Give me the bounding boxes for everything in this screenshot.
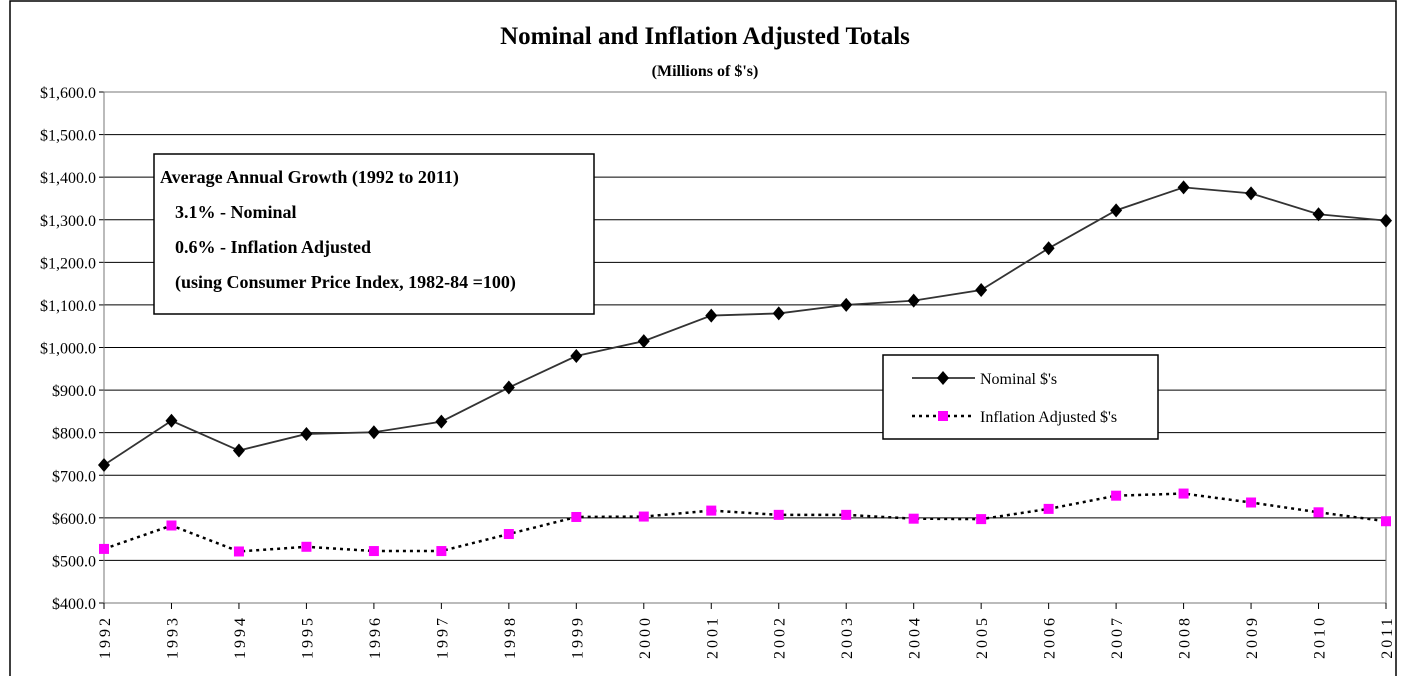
data-marker [166,520,177,531]
y-tick-label: $500.0 [52,553,96,570]
data-marker [840,297,853,312]
y-tick-label: $1,000.0 [40,341,96,358]
plot-frame [103,91,1387,604]
x-tick-label: 1999 [569,615,586,659]
data-marker [975,283,988,298]
data-marker [367,425,380,440]
data-marker [1245,186,1258,201]
y-tick-label: $1,300.0 [40,213,96,230]
data-marker [1043,503,1054,514]
x-tick-label: 1995 [299,615,316,659]
data-marker [976,514,987,525]
data-marker [907,293,920,308]
y-tick-label: $1,200.0 [40,255,96,272]
legend-box [882,354,1159,440]
data-marker [300,426,313,441]
data-marker [1042,241,1055,256]
y-tick-label: $1,500.0 [40,128,96,145]
y-tick-label: $700.0 [52,468,96,485]
legend-label: Nominal $'s [980,371,1057,388]
x-tick-label: 2010 [1312,615,1329,659]
data-marker [232,443,245,458]
x-tick-label: 1992 [97,615,114,659]
chart-title: Nominal and Inflation Adjusted Totals [500,23,910,50]
data-marker [1313,507,1324,518]
data-marker [570,349,583,364]
x-tick-label: 1997 [434,615,451,659]
data-marker [938,411,948,421]
data-marker [637,334,650,349]
y-tick-label: $800.0 [52,426,96,443]
annotation-text: 3.1% - Nominal [175,202,297,222]
data-marker [1111,490,1122,501]
data-marker [706,505,717,516]
x-tick-label: 1993 [164,615,181,659]
x-tick-label: 1996 [367,615,384,659]
x-tick-label: 2007 [1109,615,1126,659]
x-tick-label: 2011 [1379,615,1396,658]
data-marker [165,413,178,428]
annotation-text: Average Annual Growth (1992 to 2011) [160,167,459,188]
legend-label: Inflation Adjusted $'s [980,409,1117,426]
y-tick-label: $1,100.0 [40,298,96,315]
x-tick-label: 2008 [1177,615,1194,659]
x-tick-label: 1994 [232,615,249,659]
data-marker [1246,497,1257,508]
annotation-text: (using Consumer Price Index, 1982-84 =10… [175,272,516,293]
data-marker [937,371,949,385]
data-marker [502,380,515,395]
data-marker [908,513,919,524]
x-tick-label: 2005 [974,615,991,659]
data-marker [436,546,447,557]
data-marker [841,509,852,520]
x-tick-label: 2001 [704,615,721,659]
data-marker [705,308,718,323]
chart-border [9,0,1397,676]
x-tick-label: 2002 [772,615,789,659]
data-marker [1381,516,1391,527]
data-marker [772,306,785,321]
y-tick-label: $1,600.0 [40,85,96,102]
data-marker [1380,213,1392,228]
data-marker [99,543,109,554]
data-marker [1312,207,1325,222]
x-tick-label: 2000 [637,615,654,659]
data-marker [571,511,582,522]
x-tick-label: 2009 [1244,615,1261,659]
data-marker [1177,180,1190,195]
chart-subtitle: (Millions of $'s) [652,63,759,80]
y-tick-label: $900.0 [52,383,96,400]
data-marker [773,509,784,520]
data-marker [301,541,312,552]
x-tick-label: 2003 [839,615,856,659]
data-marker [368,546,379,557]
data-marker [98,458,110,473]
y-tick-label: $400.0 [52,596,96,613]
data-marker [638,511,649,522]
y-tick-label: $1,400.0 [40,170,96,187]
data-marker [503,529,514,540]
data-marker [1110,203,1123,218]
data-marker [435,414,448,429]
data-line [103,186,1387,466]
data-marker [1178,488,1189,499]
x-tick-label: 2006 [1042,615,1059,659]
annotation-box [153,153,595,315]
data-marker [233,546,244,557]
annotation-text: 0.6% - Inflation Adjusted [175,237,371,257]
x-tick-label: 2004 [907,615,924,659]
y-tick-label: $600.0 [52,511,96,528]
x-tick-label: 1998 [502,615,519,659]
